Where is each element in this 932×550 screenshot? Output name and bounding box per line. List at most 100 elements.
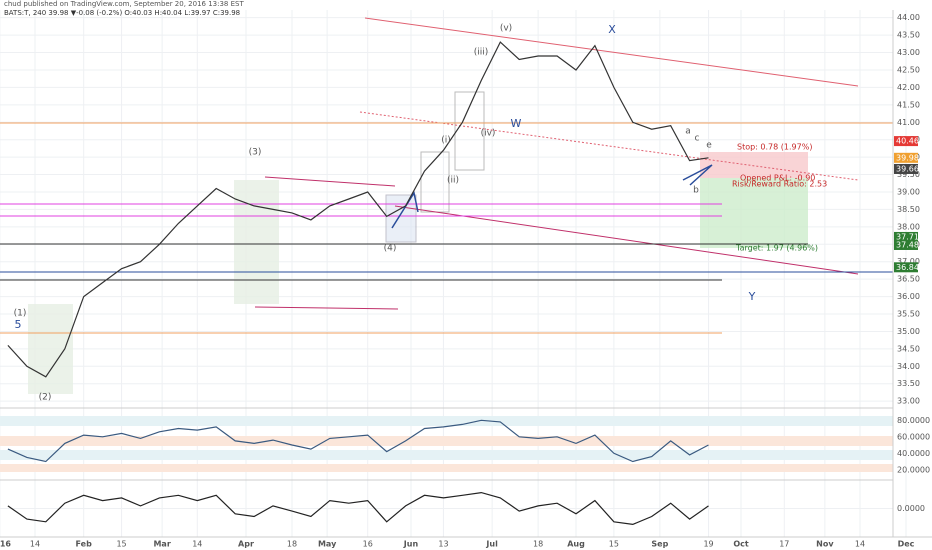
wave-label: (i) bbox=[441, 136, 451, 146]
x-tick-label: 14 bbox=[855, 540, 865, 549]
y-tick-label: 44.00 bbox=[897, 13, 920, 22]
author-line: chud published on TradingView.com, Septe… bbox=[4, 0, 244, 8]
oscillator-line bbox=[7, 491, 709, 526]
wave-label: (2) bbox=[39, 393, 52, 403]
y-tick-label: 34.00 bbox=[897, 362, 920, 371]
x-tick-label: Nov bbox=[816, 540, 834, 549]
x-tick-label: 2016 bbox=[0, 540, 11, 549]
x-tick-label: 16 bbox=[363, 540, 373, 549]
zone bbox=[454, 91, 485, 171]
x-tick-label: May bbox=[318, 540, 337, 549]
x-tick-label: 19 bbox=[703, 540, 713, 549]
price-badge bbox=[894, 152, 918, 163]
y-tick-label: 0.0000 bbox=[897, 504, 925, 513]
y-tick-label: 38.00 bbox=[897, 222, 920, 231]
y-tick-label: 42.00 bbox=[897, 83, 920, 92]
y-tick-label: 42.50 bbox=[897, 65, 920, 74]
x-tick-label: Apr bbox=[238, 540, 254, 549]
y-tick-label: 35.50 bbox=[897, 310, 920, 319]
x-tick-label: 14 bbox=[192, 540, 202, 549]
y-tick-label: 60.0000 bbox=[897, 432, 930, 441]
wave-label: a bbox=[685, 127, 691, 137]
y-tick-label: 39.00 bbox=[897, 187, 920, 196]
y-tick-label: 37.00 bbox=[897, 257, 920, 266]
y-tick-label: 41.00 bbox=[897, 118, 920, 127]
price-badge-label: 37.48 bbox=[896, 240, 919, 249]
price-badge-label: 39.98 bbox=[896, 153, 919, 162]
ratio-label: Risk/Reward Ratio: 2.53 bbox=[732, 180, 827, 189]
y-tick-label: 20.0000 bbox=[897, 465, 930, 474]
x-tick-label: 18 bbox=[533, 540, 543, 549]
wave-label: (iii) bbox=[474, 48, 489, 58]
stop-zone bbox=[700, 152, 808, 178]
pnl-label: Opened P&L: -0.90 bbox=[740, 174, 815, 183]
channel-line bbox=[364, 17, 859, 87]
wave-label: W bbox=[511, 117, 522, 130]
y-tick-label: 80.0000 bbox=[897, 416, 930, 425]
y-tick-label: 34.50 bbox=[897, 344, 920, 353]
x-tick-label: 15 bbox=[609, 540, 619, 549]
x-tick-label: 18 bbox=[287, 540, 297, 549]
wave-label: Y bbox=[748, 290, 756, 303]
level-line bbox=[264, 176, 396, 187]
band bbox=[0, 436, 893, 446]
x-tick-label: Aug bbox=[567, 540, 585, 549]
rsi-line bbox=[7, 419, 709, 463]
y-tick-label: 36.50 bbox=[897, 275, 920, 284]
wave-label: c bbox=[695, 134, 700, 144]
price-badge bbox=[894, 239, 918, 250]
channel-line bbox=[394, 205, 859, 275]
price-badge bbox=[894, 231, 918, 242]
x-tick-label: 13 bbox=[438, 540, 448, 549]
wave-label: 5 bbox=[15, 318, 22, 331]
y-tick-label: 38.50 bbox=[897, 205, 920, 214]
level-line bbox=[254, 306, 399, 310]
wave-label: b bbox=[693, 186, 699, 196]
band bbox=[0, 464, 893, 472]
price-badge-label: 37.71 bbox=[896, 232, 919, 241]
x-tick-label: Sep bbox=[651, 540, 668, 549]
y-tick-label: 33.00 bbox=[897, 397, 920, 406]
stop-label: Stop: 0.78 (1.97%) bbox=[737, 143, 812, 152]
y-tick-label: 43.50 bbox=[897, 31, 920, 40]
price-badge bbox=[894, 136, 918, 147]
wave-label: (3) bbox=[249, 148, 262, 158]
x-tick-label: Jun bbox=[403, 540, 419, 549]
x-tick-label: 14 bbox=[30, 540, 40, 549]
wave-label: (4) bbox=[384, 244, 397, 254]
x-tick-label: 17 bbox=[779, 540, 789, 549]
y-tick-label: 41.50 bbox=[897, 100, 920, 109]
price-badge-label: 39.66 bbox=[896, 164, 919, 173]
x-tick-label: 15 bbox=[116, 540, 126, 549]
wave-label: (ii) bbox=[447, 176, 459, 186]
wave-label: (1) bbox=[14, 309, 27, 319]
x-tick-label: Dec bbox=[898, 540, 915, 549]
y-tick-label: 40.0000 bbox=[897, 449, 930, 458]
y-tick-label: 39.50 bbox=[897, 170, 920, 179]
wave-label: e bbox=[706, 141, 712, 151]
price-badge-label: 40.46 bbox=[896, 137, 919, 146]
zone bbox=[28, 304, 73, 394]
price-badge bbox=[894, 262, 918, 273]
price-badge bbox=[894, 163, 918, 174]
zone bbox=[234, 180, 279, 304]
x-tick-label: Mar bbox=[153, 540, 170, 549]
y-tick-label: 43.00 bbox=[897, 48, 920, 57]
y-tick-label: 36.00 bbox=[897, 292, 920, 301]
triangle bbox=[682, 164, 713, 186]
wave-label: X bbox=[608, 23, 616, 36]
y-tick-label: 35.00 bbox=[897, 327, 920, 336]
band bbox=[0, 416, 893, 426]
x-tick-label: Jul bbox=[485, 540, 498, 549]
y-tick-label: 33.50 bbox=[897, 379, 920, 388]
target-zone bbox=[700, 178, 808, 248]
price-badge-label: 36.84 bbox=[896, 263, 919, 272]
target-label: Target: 1.97 (4.96%) bbox=[735, 244, 818, 253]
wave-label: (v) bbox=[500, 24, 512, 34]
zone bbox=[385, 194, 417, 243]
x-tick-label: Feb bbox=[76, 540, 93, 549]
wave-label: (iv) bbox=[481, 129, 496, 139]
x-tick-label: Oct bbox=[733, 540, 749, 549]
price-line bbox=[7, 41, 709, 378]
